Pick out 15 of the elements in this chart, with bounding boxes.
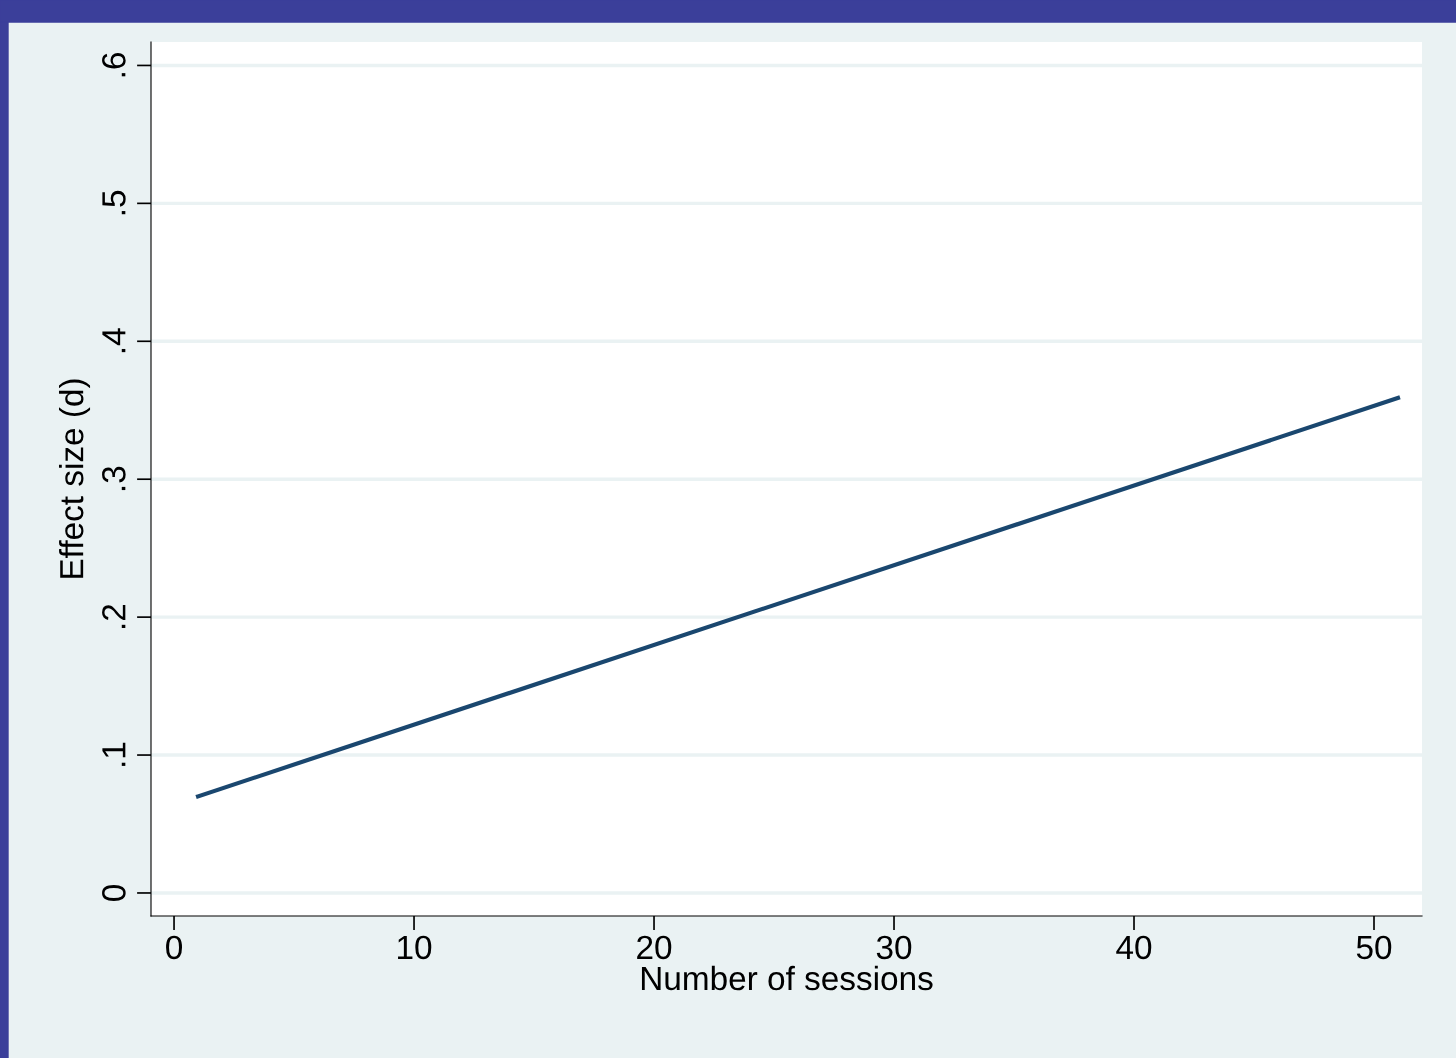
x-tick-label: 20 [637,935,672,960]
y-tick-label: 0 [102,885,126,901]
x-tick-label: 50 [1356,935,1392,960]
x-tick-label: 10 [398,935,432,960]
y-tick-label: .5 [102,190,126,215]
x-tick-label: 30 [876,935,912,960]
y-axis-title: Effect size (d) [58,379,91,578]
y-tick-label: .4 [102,328,126,353]
y-tick-label: .1 [102,742,126,766]
y-tick-label: .6 [102,53,126,77]
y-tick-label: .2 [102,604,126,628]
x-axis-title: Number of sessions [641,965,933,991]
x-tick-label: 40 [1116,935,1152,960]
x-tick-label: 0 [166,935,183,960]
y-tick-label: .3 [102,466,126,491]
